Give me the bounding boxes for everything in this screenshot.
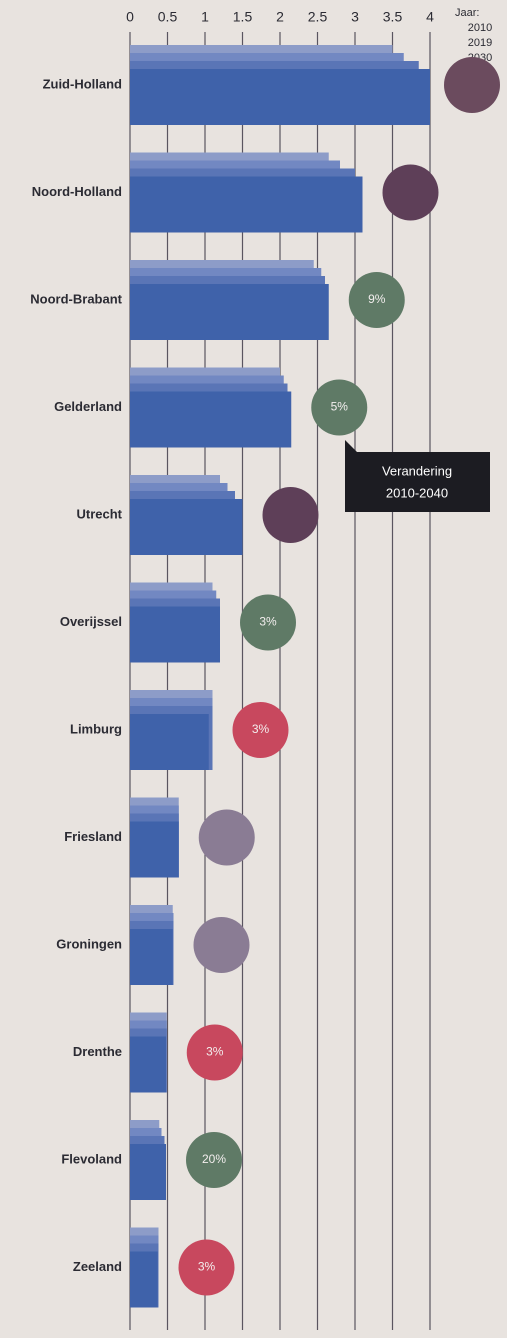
x-tick-label: 0.5: [158, 9, 178, 25]
x-tick-label: 3.5: [383, 9, 403, 25]
annotation-line: Verandering: [382, 463, 452, 478]
category-label: Groningen: [56, 936, 122, 951]
bar: [130, 1036, 166, 1093]
change-circle: [262, 487, 319, 543]
change-label: 3%: [259, 615, 277, 629]
change-circle: [444, 57, 500, 113]
bar: [130, 1251, 158, 1308]
category-label: Zuid-Holland: [43, 76, 122, 91]
change-circle: [186, 1024, 243, 1081]
bar: [130, 284, 329, 340]
bar: [130, 1144, 166, 1200]
bar: [130, 391, 292, 448]
bar: [130, 69, 430, 125]
change-circle: [198, 809, 255, 866]
change-label: 3%: [206, 1045, 224, 1059]
x-tick-label: 2.5: [308, 9, 328, 25]
change-circle: [348, 272, 405, 328]
bar: [130, 821, 179, 878]
annotation-pointer: [345, 440, 357, 452]
category-label: Flevoland: [61, 1151, 122, 1166]
category-label: Zeeland: [73, 1259, 122, 1274]
bar: [130, 606, 220, 663]
change-circle: [240, 594, 296, 651]
change-circle: [193, 917, 250, 973]
bar: [130, 499, 243, 555]
x-tick-label: 2: [276, 9, 284, 25]
change-circle: [178, 1239, 235, 1296]
category-label: Noord-Brabant: [30, 291, 122, 306]
legend-label: 2010: [468, 22, 492, 34]
legend-label: 2019: [468, 37, 492, 49]
x-tick-label: 1: [201, 9, 209, 25]
legend-title: Jaar:: [455, 7, 479, 19]
bar: [130, 929, 173, 985]
change-circle: [232, 702, 289, 758]
category-label: Friesland: [64, 829, 122, 844]
x-tick-label: 1.5: [233, 9, 253, 25]
category-label: Overijssel: [60, 614, 122, 629]
annotation: Verandering 2010-2040: [345, 440, 490, 512]
x-tick-label: 3: [351, 9, 359, 25]
change-label: 9%: [368, 292, 386, 306]
change-label: 3%: [252, 722, 270, 736]
annotation-box: [345, 452, 490, 512]
category-label: Limburg: [70, 721, 122, 736]
category-label: Noord-Holland: [32, 184, 122, 199]
category-label: Drenthe: [73, 1044, 122, 1059]
annotation-line: 2010-2040: [386, 485, 448, 500]
category-label: Utrecht: [76, 506, 122, 521]
x-tick-label: 4: [426, 9, 434, 25]
x-tick-label: 0: [126, 9, 134, 25]
change-label: 3%: [198, 1260, 216, 1274]
change-circle: [186, 1132, 242, 1188]
bar: [130, 714, 209, 770]
change-circle: [382, 164, 439, 221]
category-label: Gelderland: [54, 399, 122, 414]
change-label: 20%: [202, 1152, 226, 1166]
change-circle: [311, 379, 368, 436]
change-label: 5%: [331, 400, 349, 414]
bar: [130, 176, 363, 233]
